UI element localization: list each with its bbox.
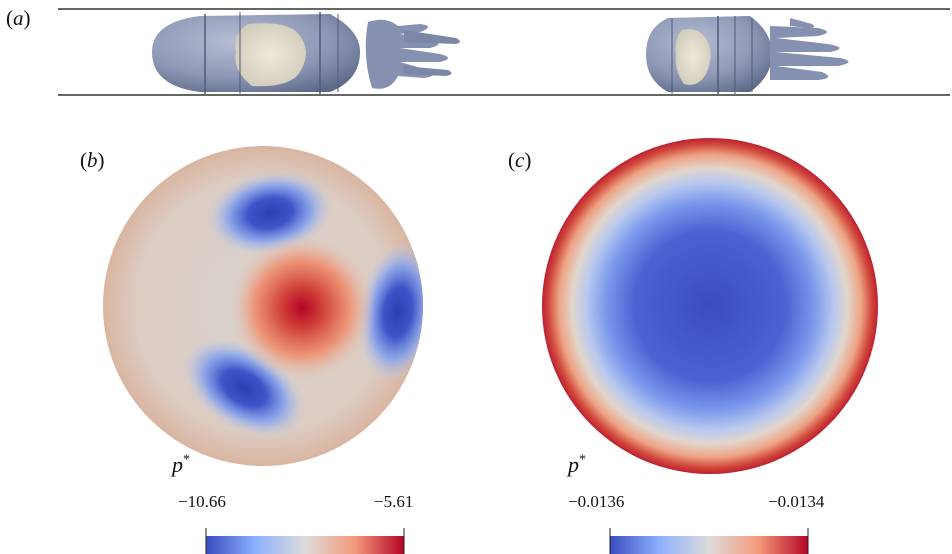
colorbar-c-max-label: −0.0134 — [768, 492, 825, 511]
left-bubble-tail — [365, 19, 460, 89]
colorbar-c-min-label: −0.0136 — [568, 492, 625, 511]
high-pressure-core — [228, 234, 376, 382]
panel-label-c: (c) — [508, 148, 532, 172]
colorbar-b — [205, 528, 405, 554]
colorbar-b-title: p* — [172, 452, 190, 477]
colorbar-b-min-label: −10.66 — [178, 492, 226, 511]
panel-a-pipe — [58, 8, 950, 96]
colorbar-c — [609, 528, 809, 554]
colorbar-c-title: p* — [568, 452, 586, 477]
right-bubble — [646, 16, 772, 94]
colorbar-c-gradient — [610, 536, 808, 554]
colorbar-b-gradient — [206, 536, 404, 554]
panel-label-a: (a) — [6, 6, 31, 30]
panel-b-pressure-map — [103, 146, 423, 466]
panel-label-b: (b) — [80, 148, 105, 172]
colorbar-b-max-label: −5.61 — [374, 492, 414, 511]
panel-c-pressure-map — [542, 138, 878, 474]
left-bubble — [152, 12, 360, 94]
right-bubble-tail — [770, 18, 849, 80]
